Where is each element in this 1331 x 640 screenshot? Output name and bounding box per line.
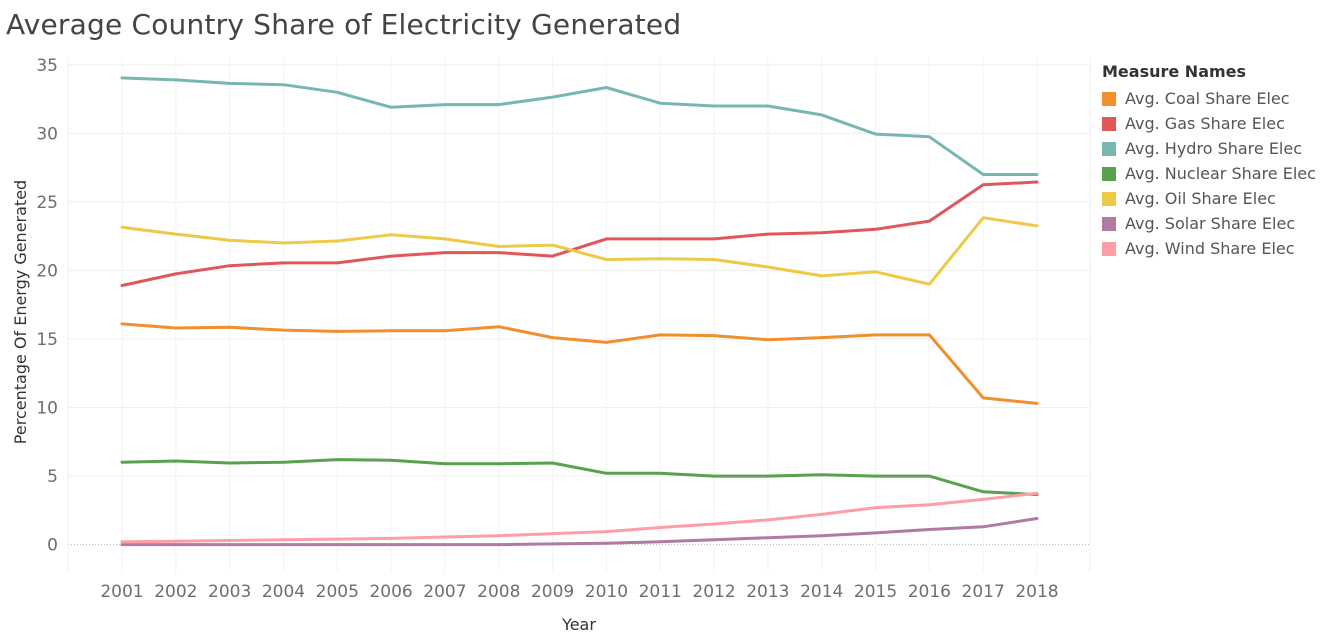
x-tick-label: 2008 [477, 582, 520, 602]
x-tick-label: 2009 [531, 582, 574, 602]
legend-label: Avg. Nuclear Share Elec [1125, 164, 1316, 183]
legend-item[interactable]: Avg. Nuclear Share Elec [1102, 161, 1316, 186]
legend-item[interactable]: Avg. Gas Share Elec [1102, 111, 1316, 136]
legend-swatch [1102, 166, 1116, 181]
legend-label: Avg. Coal Share Elec [1125, 89, 1290, 108]
legend-label: Avg. Oil Share Elec [1125, 189, 1276, 208]
series-lines [120, 76, 1039, 547]
chart-title: Average Country Share of Electricity Gen… [6, 8, 682, 41]
legend-item[interactable]: Avg. Oil Share Elec [1102, 186, 1316, 211]
legend-label: Avg. Hydro Share Elec [1125, 139, 1303, 158]
x-axis-label: Year [561, 615, 596, 634]
x-tick-label: 2002 [154, 582, 197, 602]
series-line-avg-gas-share-elec [120, 180, 1039, 287]
x-tick-label: 2003 [208, 582, 251, 602]
x-tick-label: 2017 [962, 582, 1005, 602]
y-tick-label: 35 [36, 56, 58, 76]
legend-item[interactable]: Avg. Solar Share Elec [1102, 211, 1316, 236]
legend-label: Avg. Solar Share Elec [1125, 214, 1296, 233]
legend-label: Avg. Gas Share Elec [1125, 114, 1285, 133]
series-line-avg-solar-share-elec [120, 517, 1039, 547]
y-tick-label: 25 [36, 193, 58, 213]
legend-swatch [1102, 116, 1116, 131]
x-tick-label: 2001 [100, 582, 143, 602]
legend-swatch [1102, 141, 1116, 156]
x-tick-label: 2004 [262, 582, 305, 602]
legend-swatch [1102, 216, 1116, 231]
x-tick-label: 2016 [908, 582, 951, 602]
legend-swatch [1102, 91, 1116, 106]
legend-items: Avg. Coal Share Elec Avg. Gas Share Elec A… [1102, 86, 1316, 261]
series-line-avg-coal-share-elec [120, 322, 1039, 405]
legend-item[interactable]: Avg. Wind Share Elec [1102, 236, 1316, 261]
y-tick-label: 10 [36, 399, 58, 419]
y-axis-label: Percentage Of Energy Generated [11, 180, 30, 444]
x-tick-label: 2012 [692, 582, 735, 602]
x-tick-label: 2018 [1015, 582, 1058, 602]
y-tick-label: 20 [36, 261, 58, 281]
legend-item[interactable]: Avg. Hydro Share Elec [1102, 136, 1316, 161]
x-tick-label: 2014 [800, 582, 843, 602]
legend-swatch [1102, 241, 1116, 256]
series-line-avg-nuclear-share-elec [120, 458, 1039, 497]
legend-item[interactable]: Avg. Coal Share Elec [1102, 86, 1316, 111]
x-tick-label: 2005 [316, 582, 359, 602]
y-tick-label: 0 [47, 536, 58, 556]
x-tick-label: 2011 [639, 582, 682, 602]
x-tick-label: 2010 [585, 582, 628, 602]
y-tick-label: 5 [47, 467, 58, 487]
x-tick-label: 2015 [854, 582, 897, 602]
y-axis-ticks: 0 5 10 15 20 25 30 35 [36, 56, 58, 556]
x-tick-label: 2013 [746, 582, 789, 602]
y-tick-label: 30 [36, 124, 58, 144]
x-axis-ticks: 2001 2002 2003 2004 2005 2006 2007 2008 2009 2010… [100, 582, 1058, 602]
series-line-avg-oil-share-elec [120, 216, 1039, 286]
series-line-avg-hydro-share-elec [120, 76, 1039, 176]
legend-label: Avg. Wind Share Elec [1125, 239, 1295, 258]
legend-title: Measure Names [1102, 62, 1247, 81]
legend-swatch [1102, 191, 1116, 206]
grid [67, 58, 1091, 572]
y-tick-label: 15 [36, 330, 58, 350]
legend: Measure Names Avg. Coal Share Elec Avg. G… [1102, 62, 1316, 261]
x-tick-label: 2007 [423, 582, 466, 602]
x-tick-label: 2006 [369, 582, 412, 602]
series-line-avg-wind-share-elec [120, 491, 1039, 544]
